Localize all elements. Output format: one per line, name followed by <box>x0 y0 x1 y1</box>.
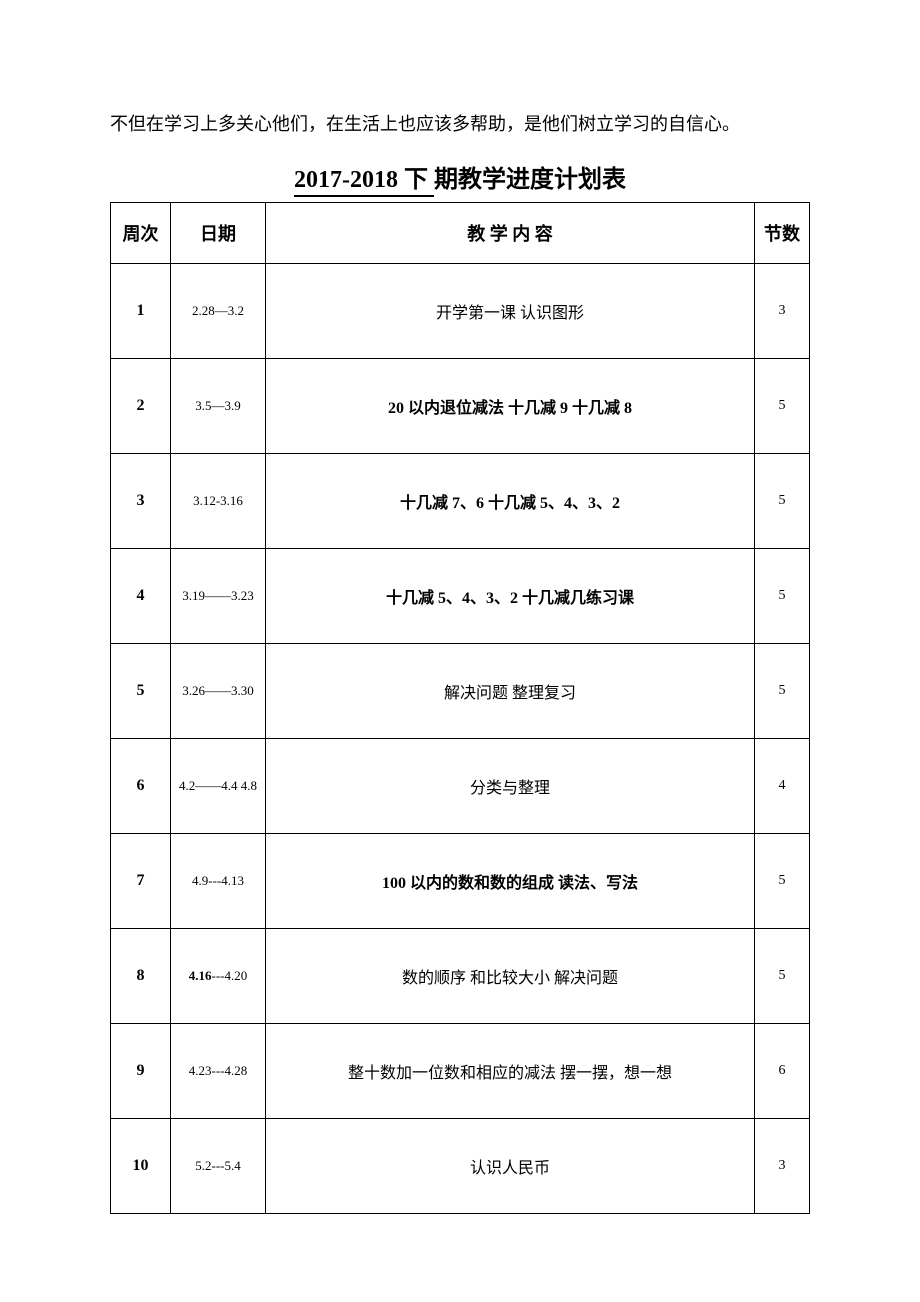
title-suffix: 期教学进度计划表 <box>434 167 626 193</box>
cell-week: 6 <box>111 738 171 833</box>
cell-content: 100 以内的数和数的组成 读法、写法 <box>266 833 755 928</box>
cell-content: 开学第一课 认识图形 <box>266 263 755 358</box>
cell-week: 3 <box>111 453 171 548</box>
table-header-row: 周次 日期 教 学 内 容 节数 <box>111 202 810 263</box>
schedule-table: 周次 日期 教 学 内 容 节数 12.28—3.2开学第一课 认识图形323.… <box>110 202 810 1214</box>
cell-count: 5 <box>755 453 810 548</box>
cell-content: 十几减 7、6 十几减 5、4、3、2 <box>266 453 755 548</box>
table-row: 23.5—3.920 以内退位减法 十几减 9 十几减 85 <box>111 358 810 453</box>
cell-count: 3 <box>755 263 810 358</box>
cell-date: 3.12-3.16 <box>171 453 266 548</box>
cell-date: 4.16---4.20 <box>171 928 266 1023</box>
table-row: 53.26——3.30解决问题 整理复习5 <box>111 643 810 738</box>
header-week: 周次 <box>111 202 171 263</box>
cell-date: 4.23---4.28 <box>171 1023 266 1118</box>
page-title: 2017-2018 下 期教学进度计划表 <box>110 159 810 194</box>
table-row: 12.28—3.2开学第一课 认识图形3 <box>111 263 810 358</box>
intro-paragraph: 不但在学习上多关心他们，在生活上也应该多帮助，是他们树立学习的自信心。 <box>110 110 810 139</box>
table-row: 43.19——3.23十几减 5、4、3、2 十几减几练习课5 <box>111 548 810 643</box>
cell-count: 5 <box>755 358 810 453</box>
header-date: 日期 <box>171 202 266 263</box>
table-row: 74.9---4.13100 以内的数和数的组成 读法、写法5 <box>111 833 810 928</box>
header-count: 节数 <box>755 202 810 263</box>
cell-content: 整十数加一位数和相应的减法 摆一摆，想一想 <box>266 1023 755 1118</box>
cell-date: 4.9---4.13 <box>171 833 266 928</box>
cell-week: 9 <box>111 1023 171 1118</box>
cell-week: 7 <box>111 833 171 928</box>
table-row: 105.2---5.4认识人民币3 <box>111 1118 810 1213</box>
cell-content: 十几减 5、4、3、2 十几减几练习课 <box>266 548 755 643</box>
table-row: 33.12-3.16十几减 7、6 十几减 5、4、3、25 <box>111 453 810 548</box>
cell-week: 1 <box>111 263 171 358</box>
cell-content: 20 以内退位减法 十几减 9 十几减 8 <box>266 358 755 453</box>
cell-week: 8 <box>111 928 171 1023</box>
cell-count: 5 <box>755 643 810 738</box>
cell-week: 2 <box>111 358 171 453</box>
cell-date: 4.2——4.4 4.8 <box>171 738 266 833</box>
cell-week: 4 <box>111 548 171 643</box>
cell-week: 10 <box>111 1118 171 1213</box>
cell-date: 3.19——3.23 <box>171 548 266 643</box>
table-row: 94.23---4.28整十数加一位数和相应的减法 摆一摆，想一想6 <box>111 1023 810 1118</box>
table-row: 84.16---4.20数的顺序 和比较大小 解决问题5 <box>111 928 810 1023</box>
cell-count: 5 <box>755 548 810 643</box>
cell-content: 分类与整理 <box>266 738 755 833</box>
cell-date: 3.5—3.9 <box>171 358 266 453</box>
cell-count: 5 <box>755 928 810 1023</box>
cell-date: 3.26——3.30 <box>171 643 266 738</box>
cell-content: 认识人民币 <box>266 1118 755 1213</box>
cell-count: 6 <box>755 1023 810 1118</box>
cell-date: 2.28—3.2 <box>171 263 266 358</box>
cell-date: 5.2---5.4 <box>171 1118 266 1213</box>
header-content: 教 学 内 容 <box>266 202 755 263</box>
table-row: 64.2——4.4 4.8分类与整理4 <box>111 738 810 833</box>
cell-content: 解决问题 整理复习 <box>266 643 755 738</box>
title-underline-prefix: 2017-2018 下 <box>294 167 434 197</box>
cell-count: 5 <box>755 833 810 928</box>
cell-week: 5 <box>111 643 171 738</box>
cell-content: 数的顺序 和比较大小 解决问题 <box>266 928 755 1023</box>
cell-count: 4 <box>755 738 810 833</box>
cell-count: 3 <box>755 1118 810 1213</box>
